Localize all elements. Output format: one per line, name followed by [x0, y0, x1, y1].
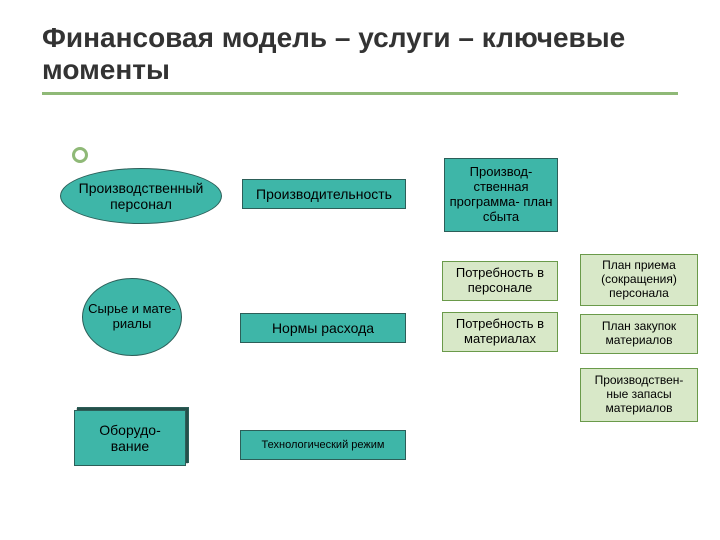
node-inventory: Производствен- ные запасы материалов — [580, 368, 698, 422]
node-label: Сырье и мате- риалы — [87, 302, 177, 332]
node-equipment: Оборудо- вание — [74, 410, 186, 466]
node-label: Производ- ственная программа- план сбыта — [449, 165, 553, 225]
node-label: Потребность в материалах — [447, 317, 553, 347]
node-production-program: Производ- ственная программа- план сбыта — [444, 158, 558, 232]
node-hiring-plan: План приема (сокращения) персонала — [580, 254, 698, 306]
node-materials-need: Потребность в материалах — [442, 312, 558, 352]
node-tech-mode: Технологический режим — [240, 430, 406, 460]
node-label: Нормы расхода — [272, 320, 374, 336]
node-label: Оборудо- вание — [79, 422, 181, 454]
node-label: Производственный персонал — [65, 180, 217, 212]
node-label: Технологический режим — [262, 439, 385, 452]
node-productivity: Производительность — [242, 179, 406, 209]
node-consumption-norms: Нормы расхода — [240, 313, 406, 343]
title-underline — [42, 92, 678, 95]
bullet-icon — [72, 147, 88, 163]
node-label: Производительность — [256, 186, 392, 202]
node-procurement-plan: План закупок материалов — [580, 314, 698, 354]
node-label: Потребность в персонале — [447, 266, 553, 296]
node-raw-materials: Сырье и мате- риалы — [82, 278, 182, 356]
node-label: План закупок материалов — [585, 320, 693, 348]
node-staff-need: Потребность в персонале — [442, 261, 558, 301]
slide-title-block: Финансовая модель – услуги – ключевые мо… — [42, 22, 678, 95]
node-production-staff: Производственный персонал — [60, 168, 222, 224]
node-label: План приема (сокращения) персонала — [585, 259, 693, 300]
node-label: Производствен- ные запасы материалов — [585, 374, 693, 415]
slide-title: Финансовая модель – услуги – ключевые мо… — [42, 22, 678, 86]
